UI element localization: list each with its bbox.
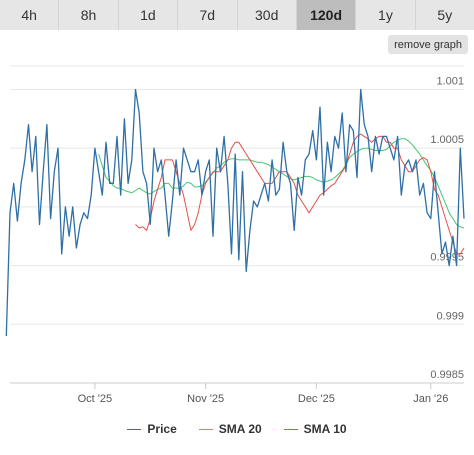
x-tick-label: Oct '25 xyxy=(78,393,113,405)
tab-1d[interactable]: 1d xyxy=(118,0,179,30)
legend-swatch xyxy=(283,428,298,430)
legend-item[interactable]: SMA 10 xyxy=(283,422,347,436)
legend-item[interactable]: SMA 20 xyxy=(198,422,262,436)
legend-label: Price xyxy=(147,422,177,436)
y-tick-label: 1.001 xyxy=(436,75,464,87)
tab-8h[interactable]: 8h xyxy=(59,0,119,30)
x-tick-label: Jan '26 xyxy=(413,393,448,405)
y-tick-label: 0.9985 xyxy=(430,369,464,381)
tab-1y[interactable]: 1y xyxy=(356,0,416,30)
legend-swatch xyxy=(198,428,213,430)
timeframe-tabs: 4h 8h 1d 7d 30d 120d 1y 5y xyxy=(0,0,474,30)
tab-4h[interactable]: 4h xyxy=(0,0,60,30)
legend-item[interactable]: Price xyxy=(127,422,177,436)
series-line-sma-10 xyxy=(135,133,465,255)
legend-label: SMA 20 xyxy=(218,422,262,436)
tab-120d[interactable]: 120d xyxy=(296,0,357,30)
x-tick-label: Dec '25 xyxy=(298,393,335,405)
series-line-price xyxy=(5,88,465,337)
chart-legend: Price SMA 20 SMA 10 xyxy=(0,420,474,438)
remove-graph-button[interactable]: remove graph xyxy=(388,35,468,54)
legend-swatch xyxy=(127,428,142,430)
tab-7d[interactable]: 7d xyxy=(178,0,238,30)
y-tick-label: 0.999 xyxy=(436,310,464,322)
legend-label: SMA 10 xyxy=(303,422,347,436)
tab-30d[interactable]: 30d xyxy=(237,0,297,30)
y-tick-label: 1.0005 xyxy=(430,134,464,146)
x-tick-label: Nov '25 xyxy=(187,393,224,405)
tab-5y[interactable]: 5y xyxy=(415,0,474,30)
